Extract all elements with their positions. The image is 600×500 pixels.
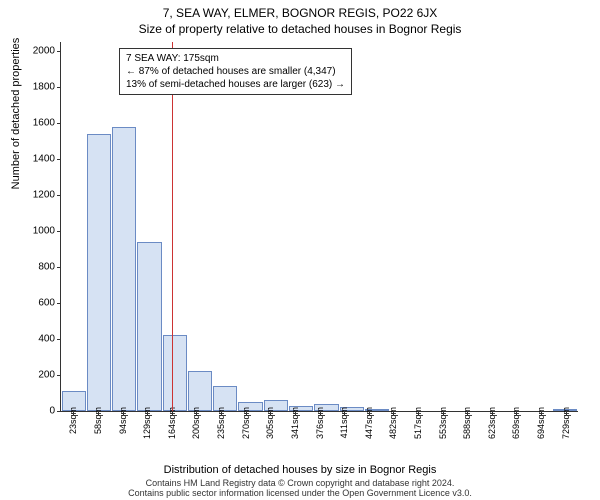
histogram-bar bbox=[188, 371, 212, 411]
footer-line-2: Contains public sector information licen… bbox=[0, 488, 600, 498]
plot-frame: 0200400600800100012001400160018002000 23… bbox=[60, 42, 578, 412]
y-axis-label: Number of detached properties bbox=[10, 38, 22, 190]
footer-copyright: Contains HM Land Registry data © Crown c… bbox=[0, 478, 600, 498]
histogram-bar bbox=[112, 127, 136, 411]
y-tick-label: 800 bbox=[21, 262, 55, 273]
y-tick-label: 2000 bbox=[21, 45, 55, 56]
histogram-bar bbox=[137, 242, 161, 411]
annotation-box: 7 SEA WAY: 175sqm← 87% of detached house… bbox=[119, 48, 352, 95]
annotation-line: 13% of semi-detached houses are larger (… bbox=[126, 78, 345, 91]
histogram-bar bbox=[163, 335, 187, 411]
y-tick-label: 0 bbox=[21, 406, 55, 417]
histogram-bar bbox=[87, 134, 111, 411]
y-tick-label: 400 bbox=[21, 334, 55, 345]
y-tick-label: 600 bbox=[21, 298, 55, 309]
chart-subtitle: Size of property relative to detached ho… bbox=[0, 20, 600, 36]
y-tick-label: 1400 bbox=[21, 154, 55, 165]
x-axis-label: Distribution of detached houses by size … bbox=[0, 464, 600, 476]
y-tick-label: 1800 bbox=[21, 82, 55, 93]
y-tick-label: 1600 bbox=[21, 118, 55, 129]
reference-line bbox=[172, 42, 173, 411]
chart-plot-area: 0200400600800100012001400160018002000 23… bbox=[60, 42, 578, 412]
y-tick-label: 1000 bbox=[21, 226, 55, 237]
annotation-line: 7 SEA WAY: 175sqm bbox=[126, 52, 345, 65]
y-tick-label: 1200 bbox=[21, 189, 55, 200]
annotation-line: ← 87% of detached houses are smaller (4,… bbox=[126, 65, 345, 78]
y-tick-label: 200 bbox=[21, 370, 55, 381]
chart-title-address: 7, SEA WAY, ELMER, BOGNOR REGIS, PO22 6J… bbox=[0, 0, 600, 20]
footer-line-1: Contains HM Land Registry data © Crown c… bbox=[0, 478, 600, 488]
histogram-bars bbox=[61, 42, 578, 411]
